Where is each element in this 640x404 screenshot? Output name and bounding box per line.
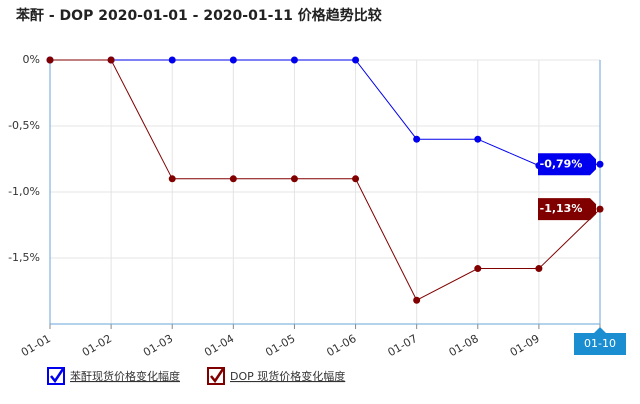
legend-item[interactable]: 苯酐现货价格变化幅度 [47,367,180,385]
x-tick-label: 01-01 [19,332,53,359]
y-tick-label: -0,5% [8,119,40,132]
data-point [596,205,604,213]
data-point [535,265,543,273]
data-point [352,56,360,64]
crosshair-label: 01-10 [584,337,616,350]
x-tick-label: 01-06 [324,332,358,359]
data-point [168,56,176,64]
legend-check [210,368,225,384]
x-tick-label: 01-07 [385,332,419,359]
x-tick-label: 01-04 [202,332,236,359]
data-point [474,135,482,143]
data-point [413,296,421,304]
data-point [168,175,176,183]
legend-item[interactable]: DOP 现货价格变化幅度 [207,367,345,385]
value-label: -1,13% [540,202,583,215]
series-line [50,59,601,167]
x-tick-label: 01-05 [263,332,297,359]
data-point [290,175,298,183]
value-label: -0,79% [540,157,583,170]
data-point [290,56,298,64]
value-label-box [538,153,596,176]
x-tick-label: 01-03 [141,332,175,359]
crosshair-label-box [574,327,626,355]
value-label-box [538,198,596,221]
data-point [46,56,54,64]
y-tick-label: -1,5% [8,251,40,264]
data-point [107,56,115,64]
x-tick-label: 01-09 [508,332,542,359]
chart-title: 苯酐 - DOP 2020-01-01 - 2020-01-11 价格趋势比较 [15,7,382,24]
data-point [229,175,237,183]
data-point [352,175,360,183]
y-tick-label: -1,0% [8,185,40,198]
legend-label: 苯酐现货价格变化幅度 [70,369,180,383]
series-line [50,59,601,301]
data-point [474,265,482,273]
data-point [596,160,604,168]
x-tick-label: 01-02 [80,332,114,359]
y-tick-label: 0% [23,53,40,66]
data-point [413,135,421,143]
legend-label: DOP 现货价格变化幅度 [230,369,345,383]
data-point [229,56,237,64]
legend-check [50,368,65,384]
x-tick-label: 01-08 [447,332,481,359]
